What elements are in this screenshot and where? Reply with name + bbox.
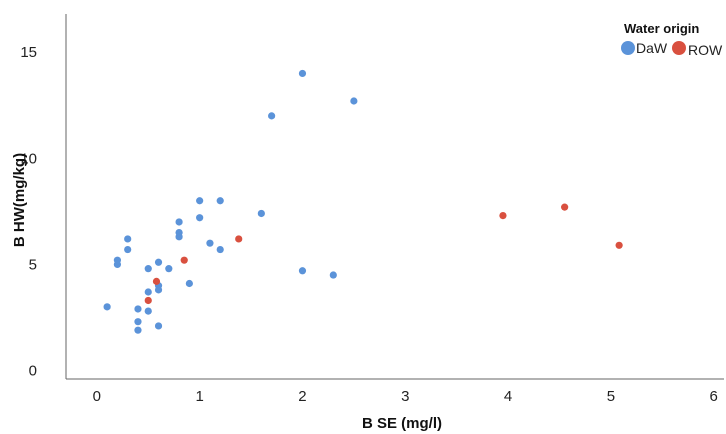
y-tick-label: 15 — [20, 44, 37, 61]
data-point-daw[interactable] — [298, 69, 307, 78]
data-point-row[interactable] — [235, 235, 243, 243]
data-point-row[interactable] — [180, 256, 188, 264]
y-tick-label: 5 — [29, 256, 37, 273]
legend[interactable]: Water origin DaW ROW — [621, 21, 723, 58]
data-point-daw[interactable] — [124, 235, 132, 243]
data-point-daw[interactable] — [144, 307, 152, 315]
y-tick-labels: 0 5 10 15 — [20, 44, 37, 379]
data-point-daw[interactable] — [268, 112, 276, 120]
data-point-daw[interactable] — [144, 288, 152, 296]
data-point-daw[interactable] — [154, 258, 163, 266]
plot-axes — [65, 14, 724, 380]
data-point-daw[interactable] — [257, 209, 265, 218]
data-point-daw[interactable] — [216, 197, 224, 205]
legend-label-row: ROW — [688, 42, 723, 58]
data-points — [103, 69, 623, 334]
x-tick-label: 0 — [93, 388, 101, 405]
legend-label-daw: DaW — [636, 40, 668, 56]
data-point-daw[interactable] — [329, 271, 337, 279]
x-tick-label: 6 — [710, 388, 718, 405]
data-point-daw[interactable] — [113, 260, 122, 269]
data-point-daw[interactable] — [350, 97, 358, 105]
data-point-daw[interactable] — [134, 305, 142, 313]
y-axis-title: B HW(mg/kg) — [11, 153, 28, 247]
data-point-daw[interactable] — [216, 245, 224, 254]
data-point-daw[interactable] — [124, 245, 132, 254]
data-point-row[interactable] — [152, 277, 161, 285]
x-tick-label: 4 — [504, 388, 512, 405]
data-point-daw[interactable] — [165, 265, 173, 273]
x-tick-label: 5 — [607, 388, 615, 405]
data-point-daw[interactable] — [196, 197, 204, 205]
y-tick-label: 0 — [29, 363, 37, 380]
data-point-row[interactable] — [561, 203, 569, 211]
data-point-daw[interactable] — [196, 214, 204, 222]
x-axis-title: B SE (mg/l) — [362, 415, 442, 432]
data-point-daw[interactable] — [185, 279, 193, 288]
x-tick-label: 1 — [195, 388, 203, 405]
data-point-daw[interactable] — [298, 267, 307, 275]
data-point-daw[interactable] — [175, 233, 183, 241]
data-point-row[interactable] — [144, 296, 152, 305]
data-point-daw[interactable] — [154, 286, 163, 294]
data-point-daw[interactable] — [144, 265, 152, 273]
data-point-daw[interactable] — [206, 239, 214, 247]
x-tick-label: 2 — [298, 388, 306, 405]
data-point-row[interactable] — [615, 241, 623, 249]
x-tick-label: 3 — [401, 388, 409, 405]
legend-title: Water origin — [624, 21, 699, 36]
data-point-daw[interactable] — [154, 322, 163, 330]
data-point-daw[interactable] — [103, 303, 111, 311]
y-tick-label: 10 — [20, 150, 37, 167]
x-tick-labels: 0 1 2 3 4 5 6 — [93, 388, 718, 405]
data-point-daw[interactable] — [175, 218, 183, 226]
data-point-row[interactable] — [499, 211, 507, 220]
legend-marker-row — [672, 41, 686, 55]
data-point-daw[interactable] — [134, 326, 142, 334]
legend-marker-daw — [621, 41, 635, 55]
data-point-daw[interactable] — [134, 318, 142, 326]
